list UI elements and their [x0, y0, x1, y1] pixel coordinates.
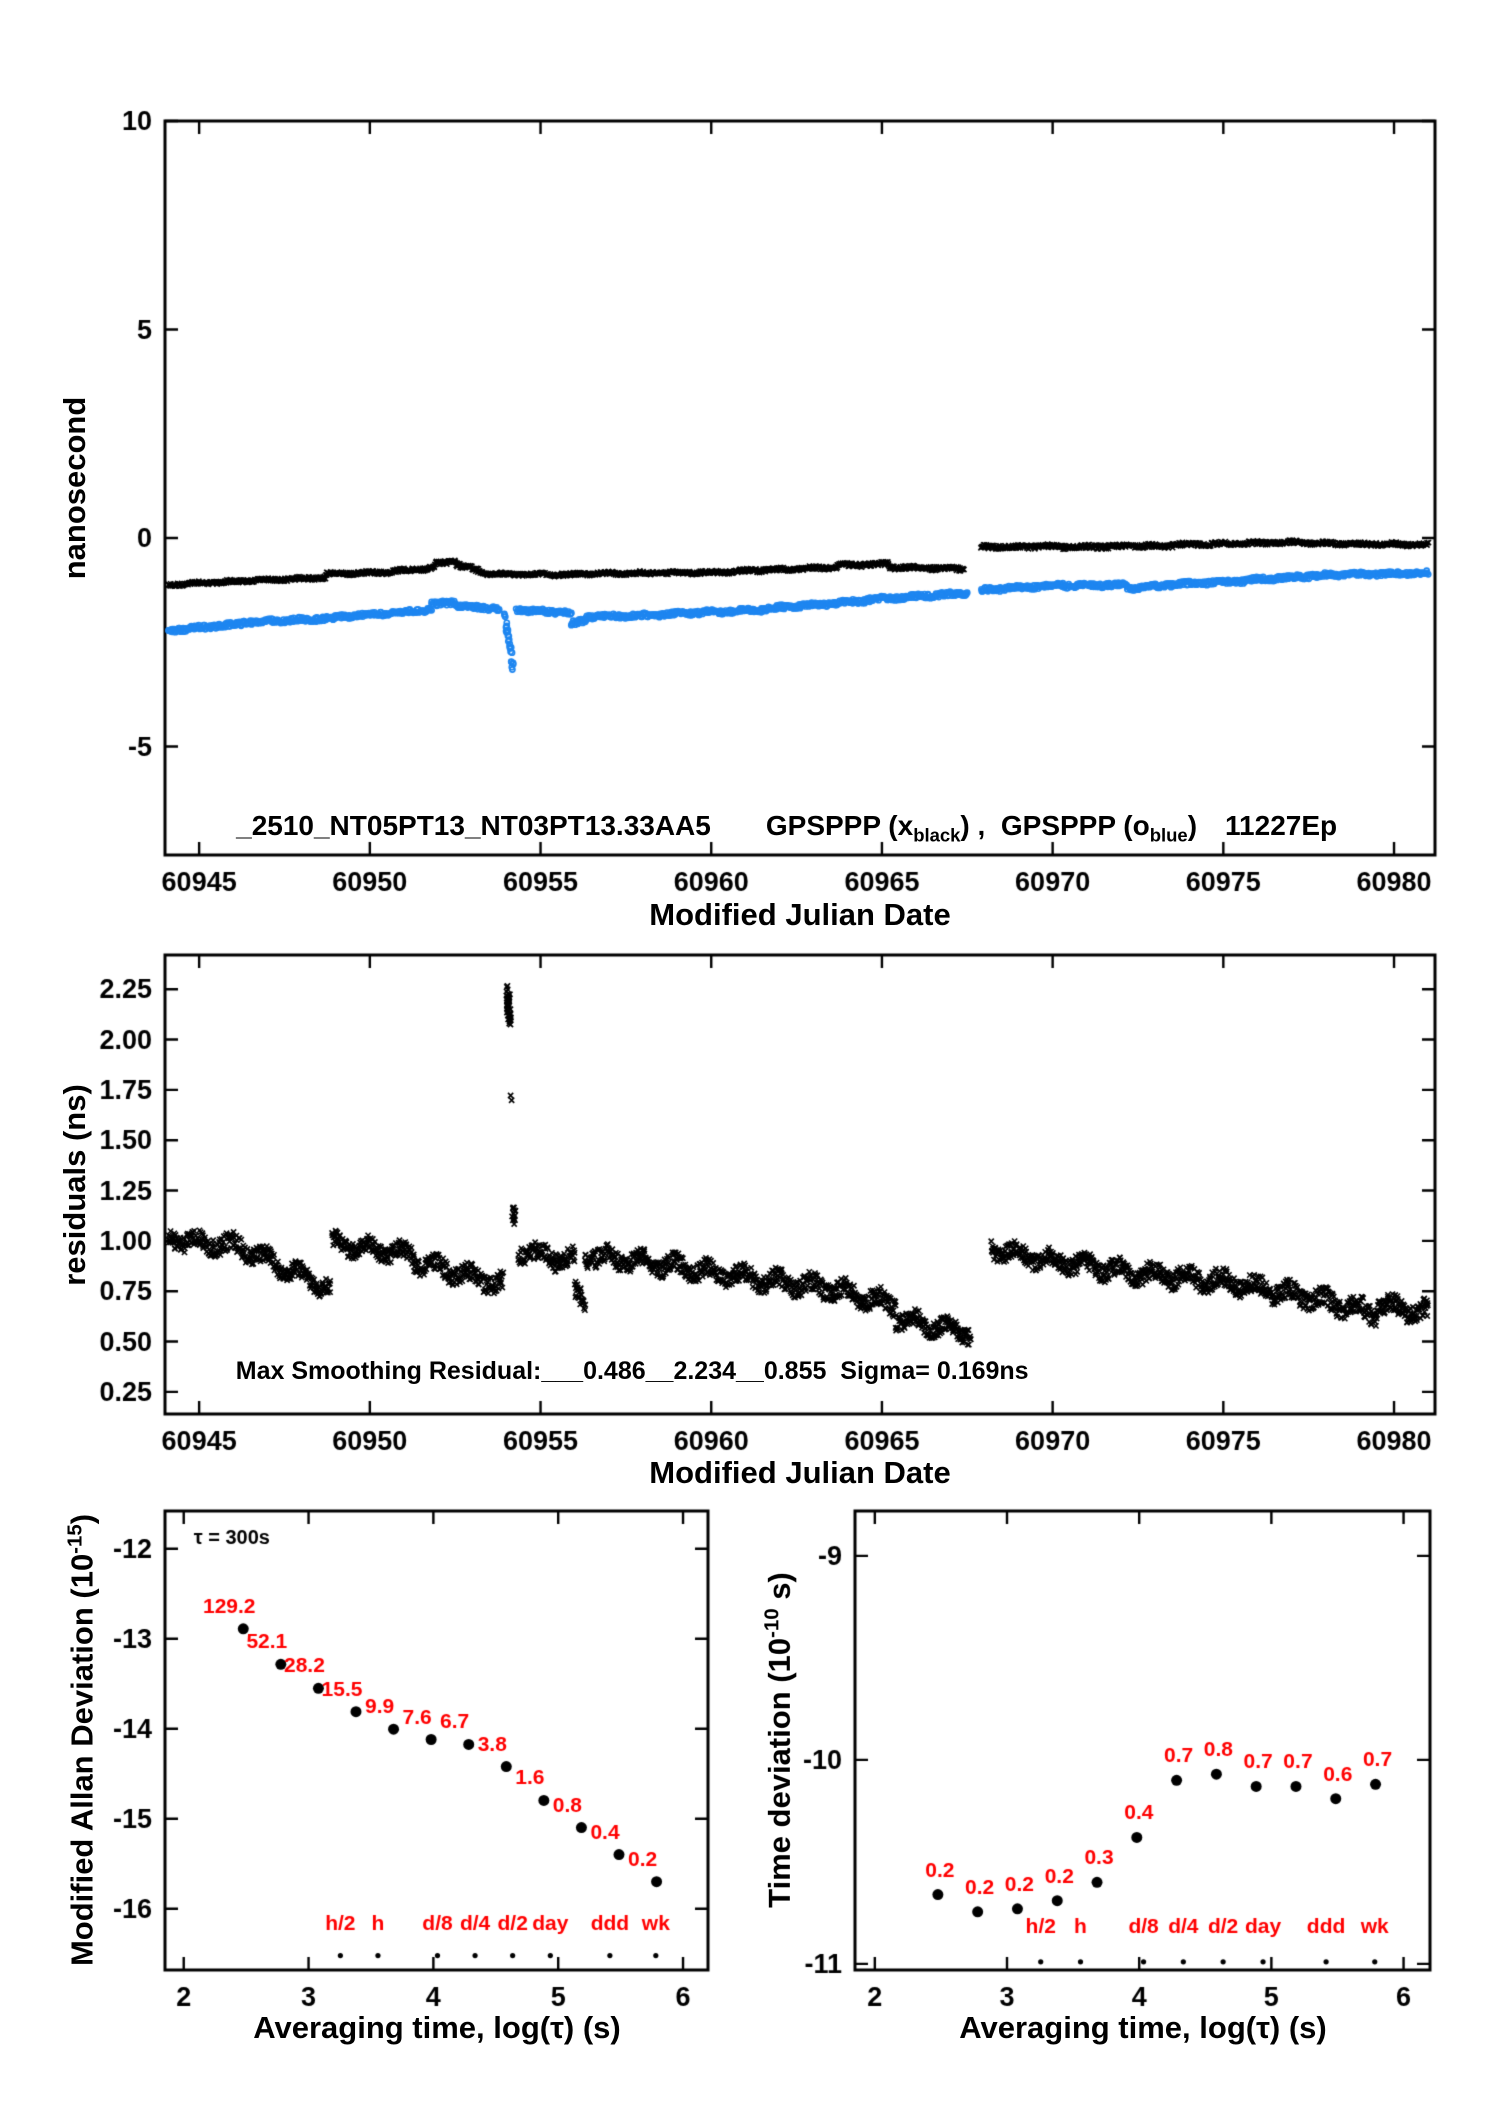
tdev-ylabel-exponent: -10: [760, 1608, 784, 1638]
mdev-y-axis-label: Modified Allan Deviation (10-15): [63, 1514, 100, 1966]
smoothing-residual-text: Max Smoothing Residual:___0.486__2.234__…: [235, 1357, 1029, 1385]
residuals-y-axis-label: residuals (ns): [57, 1084, 92, 1286]
top-y-axis-label: nanosecond: [57, 396, 92, 580]
series1-subscript: black: [913, 824, 961, 846]
phase-comparison-chart-canvas: [0, 0, 1488, 950]
tdev-x-axis-label: Averaging time, log(τ) (s): [959, 2010, 1327, 2045]
tdev-ylabel-close: s): [761, 1572, 797, 1609]
series2-label: ) , GPSPPP (o: [960, 810, 1150, 841]
tdev-y-axis-label: Time deviation (10-10 s): [760, 1572, 797, 1908]
max-smoothing-residual-annotation: Max Smoothing Residual:___0.486__2.234__…: [208, 1328, 1029, 1415]
mdev-x-axis-label: Averaging time, log(τ) (s): [253, 2010, 621, 2045]
series2-subscript: blue: [1149, 824, 1188, 846]
residuals-x-axis-label: Modified Julian Date: [649, 1455, 951, 1490]
top-x-axis-label: Modified Julian Date: [649, 897, 951, 932]
mdev-ylabel-text: Modified Allan Deviation (10: [64, 1553, 100, 1967]
tdev-ylabel-text: Time deviation (10: [761, 1637, 797, 1908]
epoch-count: 11227Ep: [1225, 810, 1338, 841]
mdev-ylabel-exponent: -15: [63, 1524, 87, 1554]
series2-close: ): [1187, 810, 1198, 841]
mdev-ylabel-close: ): [64, 1513, 100, 1525]
time-deviation-chart-canvas: [760, 1490, 1488, 2105]
series1-label: GPSPPP (x: [765, 810, 914, 841]
residuals-chart-canvas: [0, 950, 1488, 1490]
clock-comparison-annotation: _2510_NT05PT13_NT03PT13.33AA5 GPSPPP (xbl…: [205, 778, 1337, 879]
clock-pair-id: _2510_NT05PT13_NT03PT13.33AA5: [236, 810, 711, 841]
modified-allan-deviation-chart-canvas: [0, 1490, 760, 2105]
